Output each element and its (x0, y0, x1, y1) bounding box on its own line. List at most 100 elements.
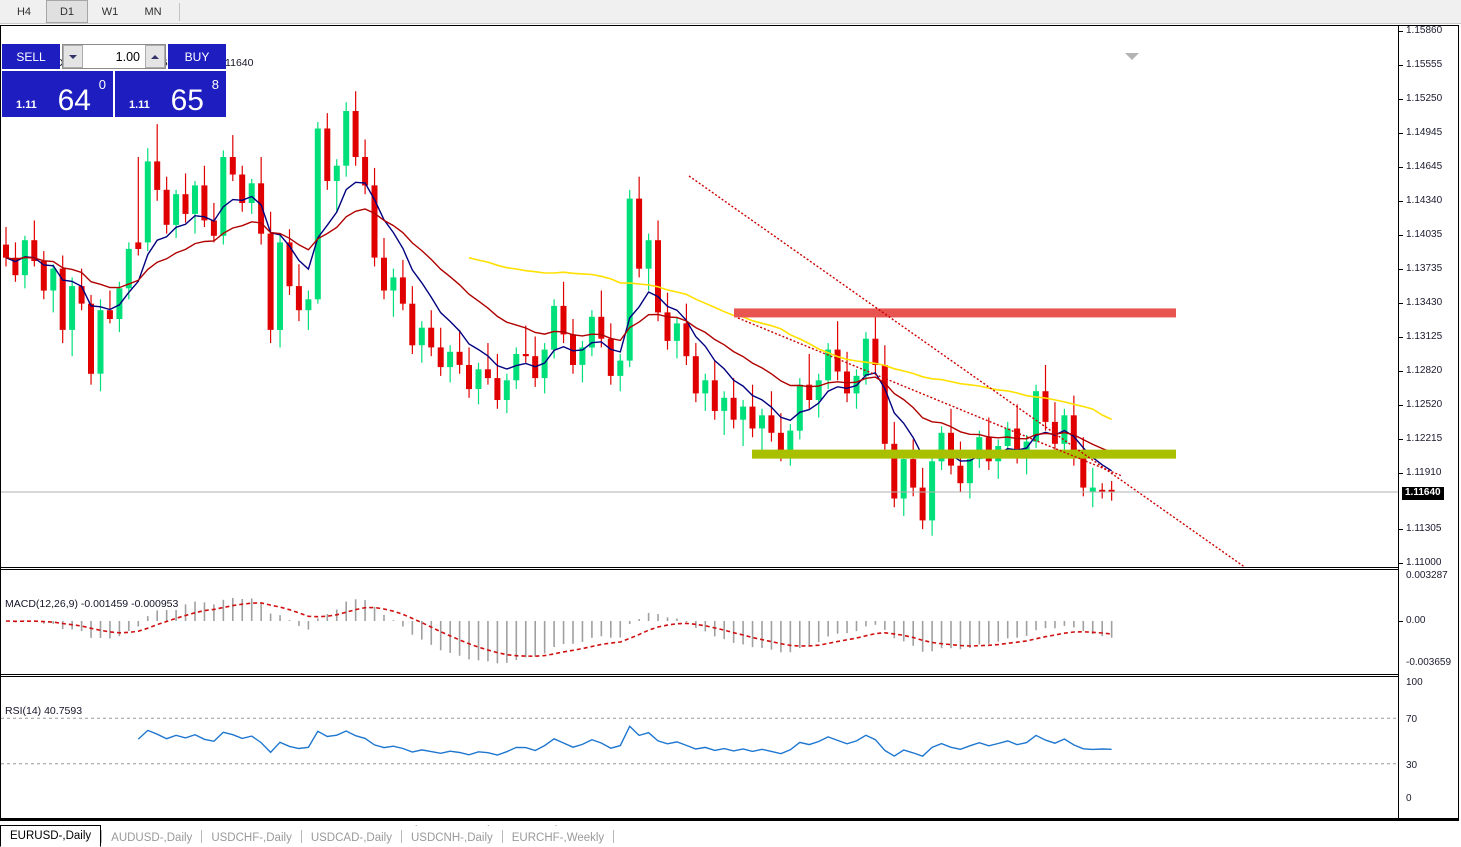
volume-input[interactable]: 1.00 (83, 45, 145, 68)
one-click-trading-panel[interactable]: SELL 1.00 BUY 1.11 64 0 1.11 65 8 (2, 44, 226, 119)
tab-separator (501, 829, 503, 843)
price-scale-label: 1.14645 (1406, 161, 1443, 172)
price-scale-label: 1.15250 (1406, 93, 1443, 104)
trendline-lower (737, 317, 1123, 477)
timeframe-button-h4[interactable]: H4 (16, 5, 32, 18)
buy-price-box[interactable]: 1.11 65 8 (115, 71, 226, 117)
volume-increment-button[interactable] (145, 45, 165, 68)
price-scale-label: 1.11910 (1406, 467, 1442, 478)
price-tick (1399, 133, 1403, 134)
octp-top-row: SELL 1.00 BUY (2, 44, 226, 69)
price-tick (1399, 167, 1403, 168)
chart-tab-4[interactable]: USDCNH-,Daily (410, 831, 493, 844)
macd-tick (1399, 621, 1403, 622)
price-scale-label: 1.15860 (1406, 25, 1443, 36)
chart-tab-5[interactable]: EURCHF-,Weekly (511, 831, 605, 844)
moving-average-overlays (5, 181, 1112, 472)
chevron-down-icon[interactable] (1125, 53, 1139, 60)
price-scale-label: 1.14035 (1406, 229, 1443, 240)
sell-button[interactable]: SELL (2, 44, 60, 69)
chart-tab-0[interactable]: EURUSD-,Daily (0, 825, 102, 847)
price-tick (1399, 337, 1403, 338)
price-tick (1399, 529, 1403, 530)
tab-separator (613, 829, 615, 843)
price-tick (1399, 99, 1403, 100)
volume-decrement-button[interactable] (63, 45, 83, 68)
timeframe-button-mn[interactable]: MN (144, 5, 162, 18)
rsi-plot[interactable] (1, 676, 1398, 804)
price-scale-label: 1.14340 (1406, 195, 1443, 206)
pane-divider-2b (1, 676, 1458, 677)
buy-price-sup: 8 (211, 77, 219, 92)
rsi-pane[interactable] (1, 676, 1398, 804)
macd-plot[interactable] (1, 569, 1398, 674)
price-scale-label: 1.12520 (1406, 399, 1443, 410)
pane-divider-1 (1, 567, 1458, 568)
macd-histogram (14, 597, 1113, 664)
octp-price-row: 1.11 64 0 1.11 65 8 (2, 71, 226, 117)
sell-price-prefix: 1.11 (16, 99, 37, 111)
price-scale-label: 1.14945 (1406, 127, 1443, 138)
price-scale-label: 1.13735 (1406, 263, 1443, 274)
rsi-scale-label: 100 (1406, 677, 1423, 688)
timeframe-button-w1[interactable]: W1 (101, 5, 119, 18)
candlestick-plot[interactable] (1, 26, 1398, 568)
resistance-band (734, 308, 1176, 318)
caret-up-icon (151, 54, 159, 59)
price-tick (1399, 303, 1403, 304)
price-tick (1399, 405, 1403, 406)
toolbar-separator (179, 2, 180, 21)
rsi-line (137, 725, 1112, 758)
price-tick (1399, 31, 1403, 32)
caret-down-icon (69, 54, 77, 59)
rsi-scale-label: 70 (1406, 714, 1418, 725)
price-tick (1399, 201, 1403, 202)
sell-price-big: 64 (57, 84, 91, 117)
buy-price-big: 65 (170, 84, 204, 117)
price-tick (1399, 269, 1403, 270)
price-scale[interactable]: 1.15860 1.15555 1.15250 1.14945 1.14645 1.143… (1398, 26, 1458, 819)
chart-tab-2[interactable]: USDCHF-,Daily (211, 831, 292, 844)
price-scale-label: 1.11305 (1406, 523, 1442, 534)
price-scale-label: 1.15555 (1406, 59, 1443, 70)
chart-tab-bar[interactable]: EURUSD-,Daily AUDUSD-,Daily USDCHF-,Daily U… (0, 825, 1461, 847)
time-axis-rule-2 (0, 820, 1459, 821)
current-price-label: 1.11640 (1402, 486, 1444, 500)
macd-signal-line (5, 602, 1112, 658)
macd-scale-label: -0.003659 (1406, 657, 1452, 668)
price-pane[interactable] (1, 26, 1398, 568)
chart-tab-1[interactable]: AUDUSD-,Daily (111, 831, 193, 844)
pane-divider-1b (1, 569, 1458, 570)
price-tick (1399, 563, 1403, 564)
price-tick (1399, 235, 1403, 236)
chart-tab-3[interactable]: USDCAD-,Daily (310, 831, 392, 844)
macd-scale-label: 0.003287 (1406, 570, 1448, 581)
buy-price-prefix: 1.11 (129, 99, 150, 111)
price-tick (1399, 439, 1403, 440)
price-scale-label: 1.11000 (1406, 557, 1442, 568)
chart-frame[interactable]: 1.15860 1.15555 1.15250 1.14945 1.14645 1.143… (0, 25, 1459, 820)
price-tick (1399, 473, 1403, 474)
pane-divider-2 (1, 674, 1458, 675)
tab-separator (300, 829, 302, 843)
sell-price-sup: 0 (98, 77, 106, 92)
price-scale-label: 1.12215 (1406, 433, 1443, 444)
tab-separator (201, 829, 203, 843)
tab-separator (400, 829, 402, 843)
trendline-upper (688, 175, 1247, 568)
timeframe-toolbar: H4 D1 W1 MN (0, 0, 1461, 24)
price-scale-label: 1.13430 (1406, 297, 1443, 308)
price-scale-label: 1.12820 (1406, 365, 1443, 376)
tab-separator (101, 829, 103, 843)
price-scale-label: 1.13125 (1406, 331, 1443, 342)
time-axis-rule (0, 818, 1459, 819)
price-tick (1399, 65, 1403, 66)
rsi-scale-label: 30 (1406, 760, 1418, 771)
macd-pane[interactable] (1, 569, 1398, 674)
sell-price-box[interactable]: 1.11 64 0 (2, 71, 113, 117)
volume-stepper[interactable]: 1.00 (62, 44, 166, 69)
timeframe-button-d1[interactable]: D1 (46, 0, 88, 23)
price-tick (1399, 371, 1403, 372)
buy-button[interactable]: BUY (168, 44, 226, 69)
